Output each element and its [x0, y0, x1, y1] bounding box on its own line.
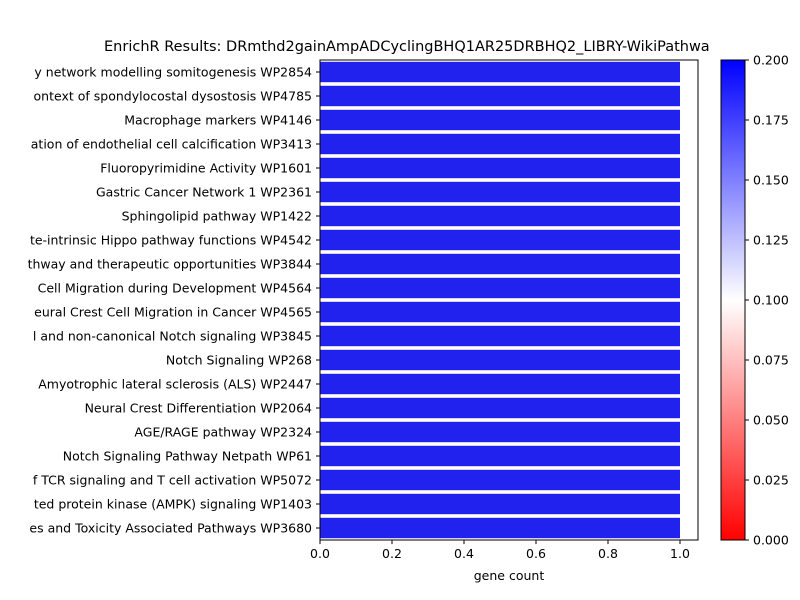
y-tick-label: eural Crest Cell Migration in Cancer WP4…	[34, 305, 312, 320]
bar	[320, 397, 680, 419]
y-tick-label: ontext of spondylocostal dysostosis WP47…	[34, 89, 312, 104]
bar	[320, 445, 680, 467]
x-tick-label: 0.6	[526, 546, 546, 561]
y-tick-label: Neural Crest Differentiation WP2064	[85, 401, 312, 416]
y-tick-label: es and Toxicity Associated Pathways WP36…	[29, 521, 312, 536]
colorbar-tick-label: 0.175	[753, 113, 789, 128]
y-tick-label: Gastric Cancer Network 1 WP2361	[96, 185, 312, 200]
y-tick-label: Amyotrophic lateral sclerosis (ALS) WP24…	[38, 377, 312, 392]
y-tick-label: ation of endothelial cell calcification …	[31, 137, 312, 152]
colorbar	[720, 59, 746, 541]
bar	[320, 301, 680, 323]
bar	[320, 229, 680, 251]
y-tick-label: y network modelling somitogenesis WP2854	[34, 65, 312, 80]
y-tick-label: ted protein kinase (AMPK) signaling WP14…	[34, 497, 312, 512]
y-tick-label: Sphingolipid pathway WP1422	[122, 209, 312, 224]
colorbar-tick-label: 0.025	[753, 473, 789, 488]
bar	[320, 349, 680, 371]
bar	[320, 181, 680, 203]
colorbar-tick-label: 0.100	[753, 293, 789, 308]
y-tick-label: Macrophage markers WP4146	[124, 113, 312, 128]
y-tick-label: f TCR signaling and T cell activation WP…	[33, 473, 312, 488]
x-axis-label: gene count	[474, 568, 545, 583]
bar	[320, 373, 680, 395]
y-tick-label: Notch Signaling WP268	[166, 353, 312, 368]
y-tick-label: te-intrinsic Hippo pathway functions WP4…	[30, 233, 312, 248]
bar	[320, 85, 680, 107]
bar	[320, 253, 680, 275]
colorbar-tick-label: 0.075	[753, 353, 789, 368]
colorbar-ticks: 0.000 0.025 0.050 0.075 0.100 0.125 0.150 0.175…	[745, 53, 789, 548]
colorbar-tick-label: 0.050	[753, 413, 789, 428]
bar	[320, 133, 680, 155]
bars-group	[320, 61, 680, 539]
y-tick-label: l and non-canonical Notch signaling WP38…	[33, 329, 312, 344]
x-axis: 0.0 0.2 0.4 0.6 0.8 1.0	[310, 540, 690, 561]
x-tick-label: 1.0	[670, 546, 690, 561]
bar	[320, 109, 680, 131]
y-tick-label: Notch Signaling Pathway Netpath WP61	[63, 449, 312, 464]
bar	[320, 469, 680, 491]
bar	[320, 325, 680, 347]
bar	[320, 61, 680, 83]
y-tick-label: Fluoropyrimidine Activity WP1601	[100, 161, 312, 176]
y-tick-label: Cell Migration during Development WP4564	[38, 281, 312, 296]
colorbar-tick-label: 0.200	[753, 53, 789, 68]
colorbar-tick-label: 0.150	[753, 173, 789, 188]
bar	[320, 205, 680, 227]
x-tick-label: 0.2	[382, 546, 402, 561]
y-tick-labels: y network modelling somitogenesis WP2854…	[28, 65, 320, 536]
y-tick-label: thway and therapeutic opportunities WP38…	[28, 257, 312, 272]
colorbar-tick-label: 0.000	[753, 533, 789, 548]
x-tick-label: 0.0	[310, 546, 330, 561]
x-tick-label: 0.4	[454, 546, 474, 561]
bar	[320, 157, 680, 179]
x-tick-label: 0.8	[598, 546, 618, 561]
bar	[320, 277, 680, 299]
y-tick-label: AGE/RAGE pathway WP2324	[134, 425, 312, 440]
bar	[320, 421, 680, 443]
bar	[320, 517, 680, 539]
bar	[320, 493, 680, 515]
colorbar-tick-label: 0.125	[753, 233, 789, 248]
plot-frame	[319, 59, 699, 541]
chart-title: EnrichR Results: DRmthd2gainAmpADCycling…	[104, 39, 710, 55]
